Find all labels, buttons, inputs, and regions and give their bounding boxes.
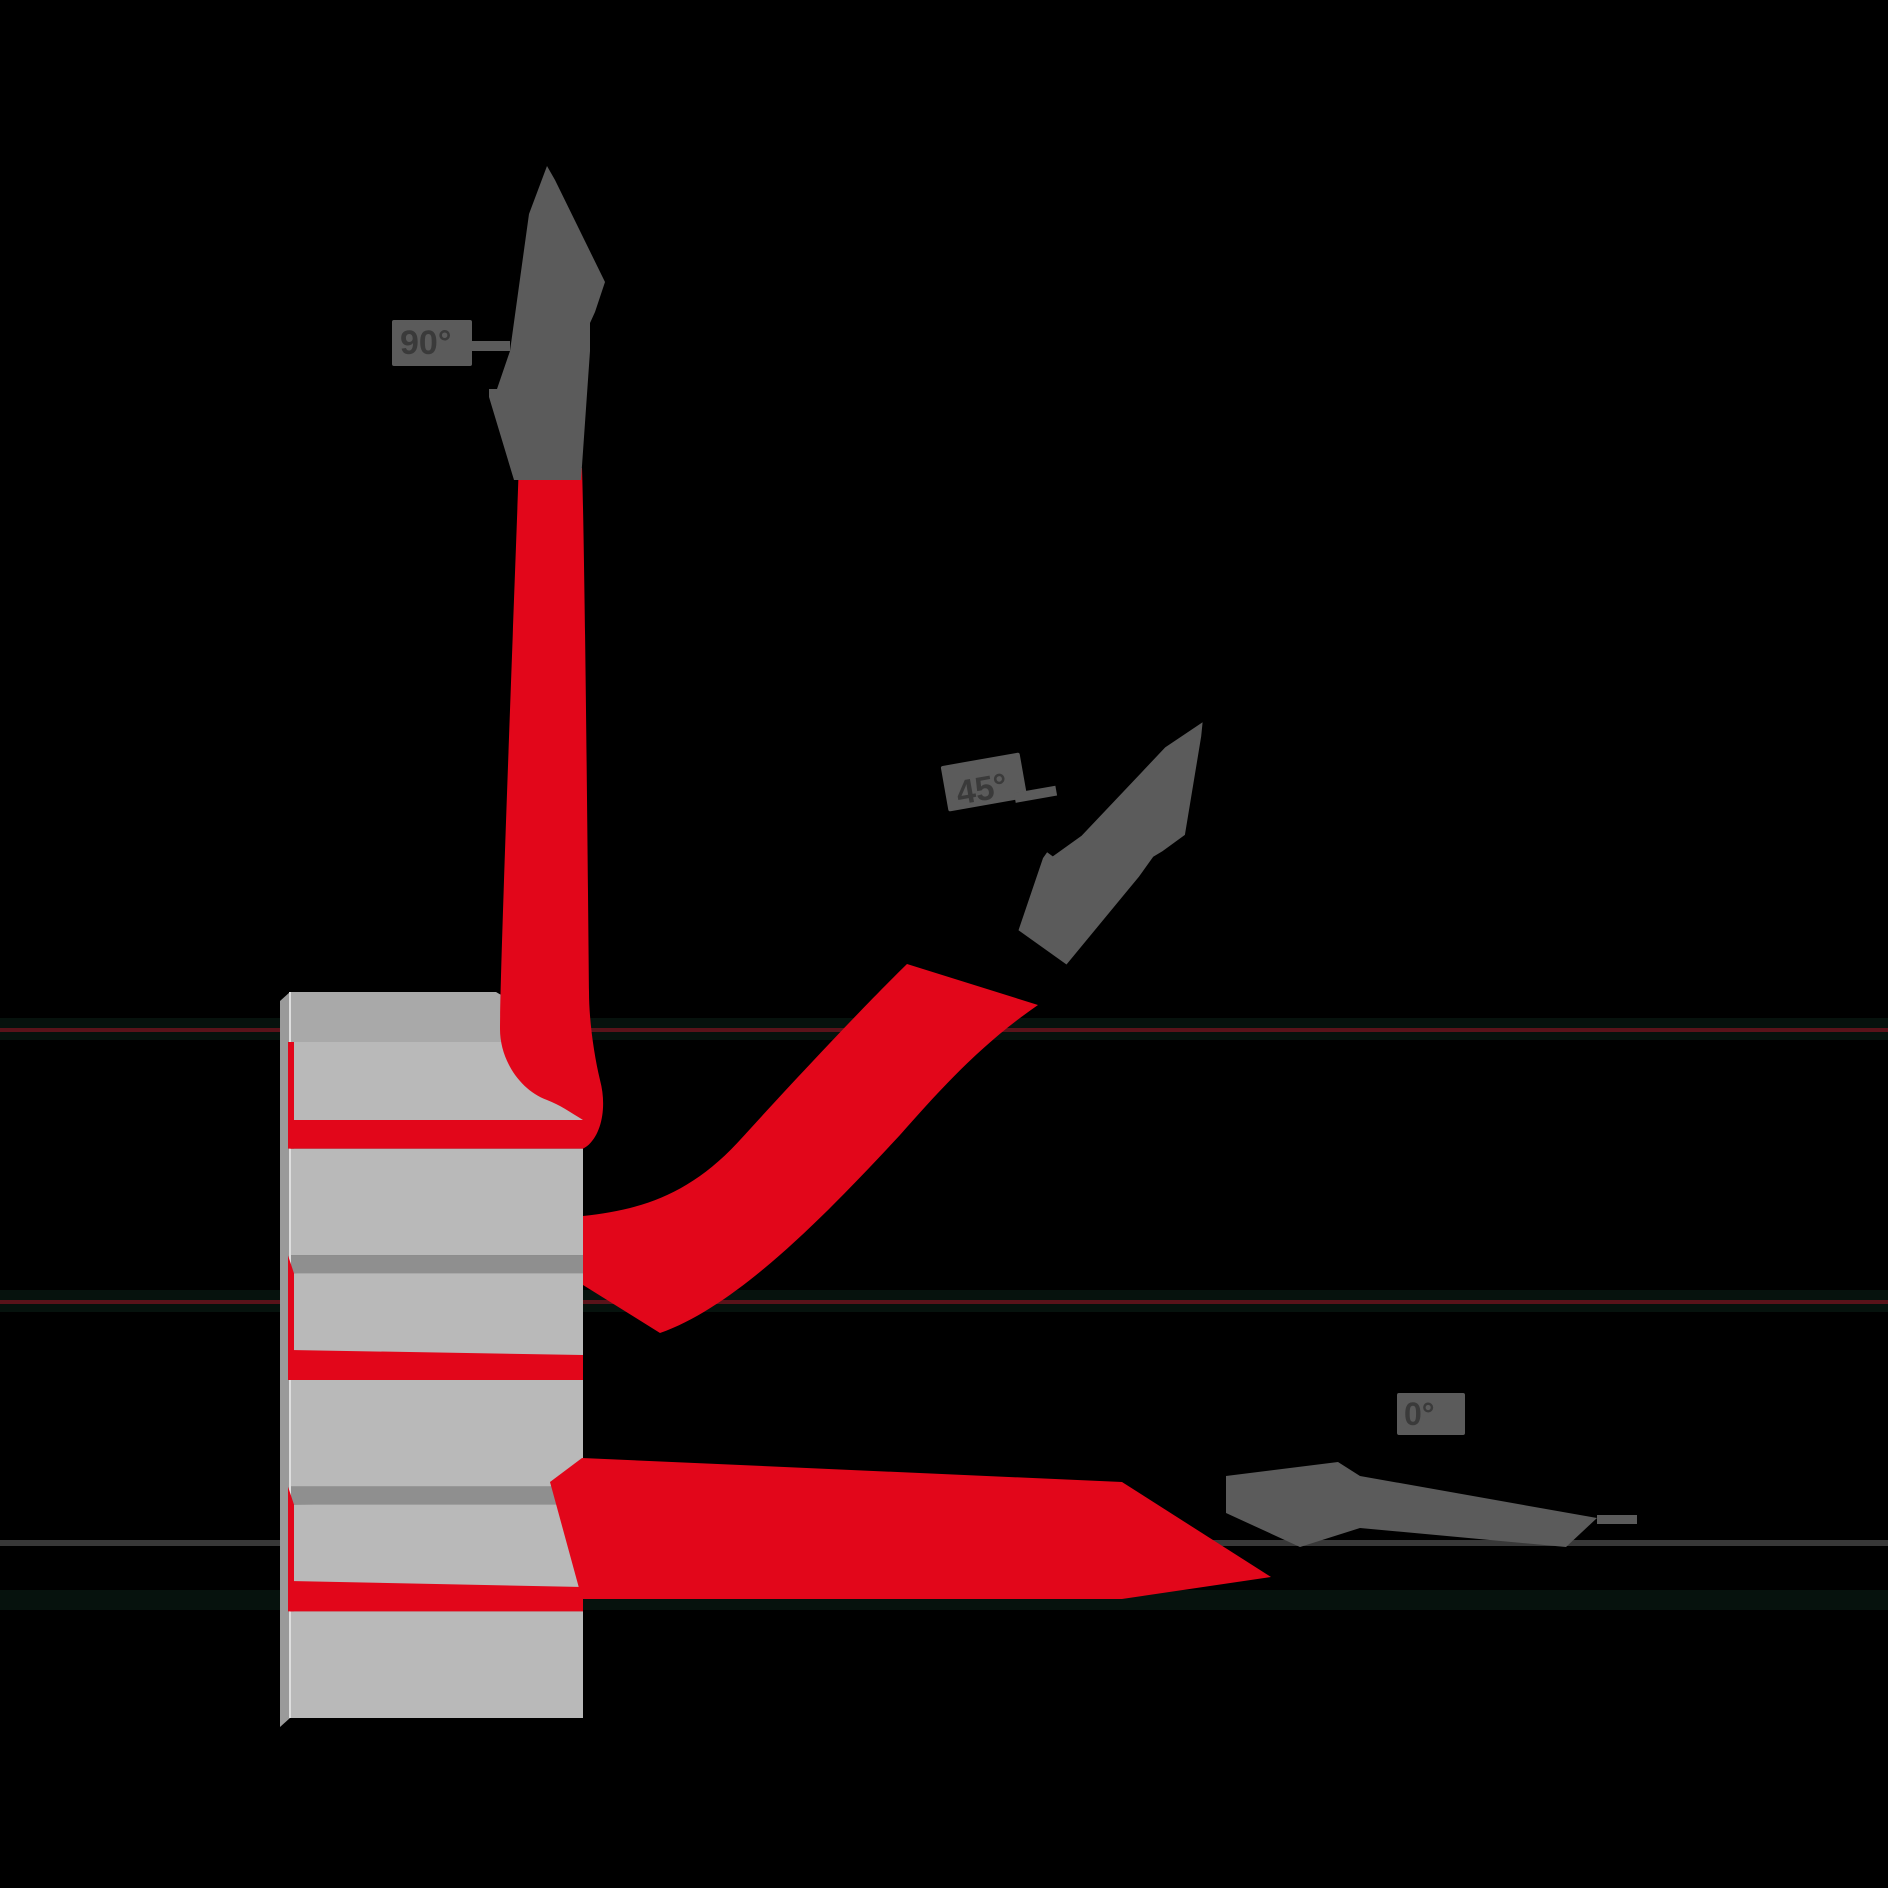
svg-text:90°: 90°	[400, 324, 451, 362]
svg-text:0°: 0°	[1404, 1396, 1435, 1432]
